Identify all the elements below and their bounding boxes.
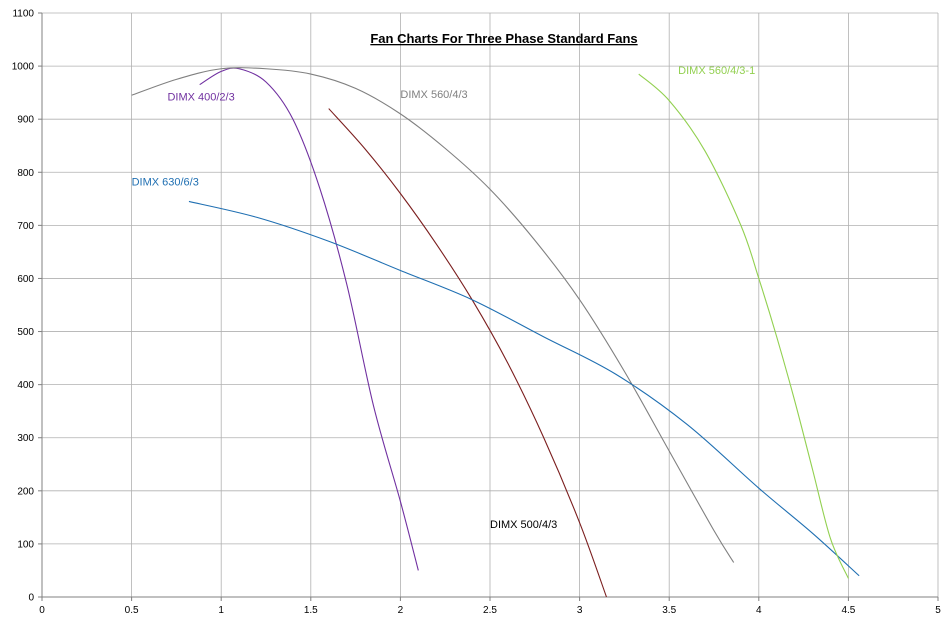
series-line-dimx-630-6-3 xyxy=(188,200,860,577)
x-tick-label: 3.5 xyxy=(662,605,676,616)
series-label-dimx-560-4-3-1: DIMX 560/4/3-1 xyxy=(678,65,755,77)
series-line-dimx-500-4-3 xyxy=(328,108,607,598)
x-tick-label: 1 xyxy=(218,605,224,616)
y-tick-label: 900 xyxy=(17,115,34,126)
x-tick-label: 3 xyxy=(577,605,583,616)
series-label-dimx-630-6-3: DIMX 630/6/3 xyxy=(132,177,199,189)
gridlines xyxy=(42,12,939,597)
y-tick-label: 300 xyxy=(17,433,34,444)
x-tick-label: 5 xyxy=(935,605,941,616)
series-labels: DIMX 400/2/3 DIMX 560/4/3 DIMX 500/4/3 DIMX… xyxy=(132,65,756,531)
x-axis-ticks: 0 0.5 1 1.5 2 2.5 3 3.5 4 4.5 5 xyxy=(39,605,941,616)
y-tick-label: 500 xyxy=(17,327,34,338)
y-axis-ticks: 0 100 200 300 400 500 600 700 800 900 1000 1100 xyxy=(12,9,35,604)
y-tick-label: 400 xyxy=(17,380,34,391)
x-tick-label: 1.5 xyxy=(304,605,318,616)
x-tick-label: 2 xyxy=(398,605,404,616)
y-tick-label: 1100 xyxy=(12,9,34,20)
series-line-dimx-560-4-3-1 xyxy=(638,73,849,579)
chart-title: Fan Charts For Three Phase Standard Fans xyxy=(370,31,637,46)
y-tick-label: 0 xyxy=(28,593,34,604)
y-tick-label: 700 xyxy=(17,221,34,232)
y-tick-label: 100 xyxy=(17,539,34,550)
y-tick-label: 600 xyxy=(17,274,34,285)
x-tick-label: 4.5 xyxy=(841,605,855,616)
y-tick-label: 1000 xyxy=(12,62,35,73)
series-label-dimx-500-4-3: DIMX 500/4/3 xyxy=(490,519,557,531)
x-tick-label: 0 xyxy=(39,605,45,616)
axes xyxy=(38,12,939,601)
y-tick-label: 800 xyxy=(17,168,34,179)
x-tick-label: 2.5 xyxy=(483,605,497,616)
series-label-dimx-400-2-3: DIMX 400/2/3 xyxy=(167,92,234,104)
series-lines xyxy=(131,67,860,598)
y-tick-label: 200 xyxy=(17,486,34,497)
series-line-dimx-560-4-3 xyxy=(131,67,735,563)
series-label-dimx-560-4-3: DIMX 560/4/3 xyxy=(400,89,467,101)
x-tick-label: 4 xyxy=(756,605,762,616)
x-tick-label: 0.5 xyxy=(125,605,139,616)
